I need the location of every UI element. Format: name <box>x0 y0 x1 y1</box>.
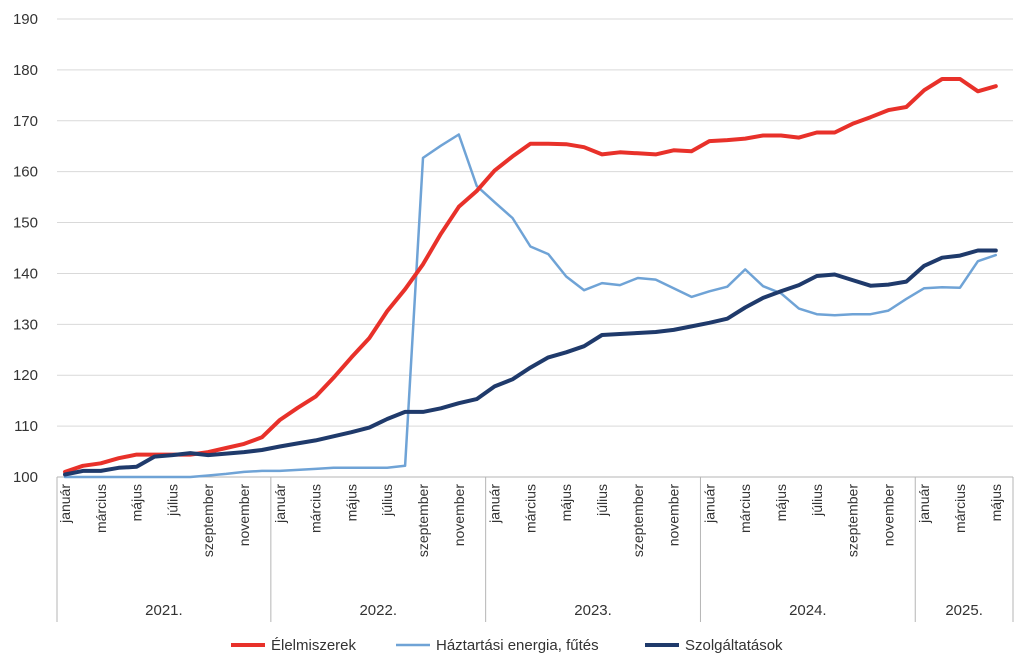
y-tick-label: 110 <box>14 418 38 435</box>
x-tick-label: július <box>164 484 180 517</box>
y-tick-label: 180 <box>13 62 38 79</box>
y-tick-label: 190 <box>13 11 38 28</box>
legend-label-0: Élelmiszerek <box>271 637 357 654</box>
y-tick-label: 120 <box>13 367 38 384</box>
y-tick-label: 160 <box>13 164 38 181</box>
x-tick-label: november <box>236 484 252 547</box>
y-axis-ticks: 100 110 120 130 140 150 160 170 180 190 <box>13 11 38 486</box>
x-tick-label: szeptember <box>845 484 861 557</box>
x-tick-label: március <box>308 484 324 533</box>
x-tick-label: március <box>93 484 109 533</box>
x-tick-label: január <box>57 484 73 524</box>
series-line-1 <box>63 133 998 479</box>
x-tick-label: január <box>487 484 503 524</box>
x-tick-label: szeptember <box>415 484 431 557</box>
x-tick-label: január <box>701 484 717 524</box>
x-tick-label: július <box>594 484 610 517</box>
y-tick-label: 140 <box>13 265 38 282</box>
x-tick-label: november <box>880 484 896 547</box>
x-tick-label: szeptember <box>630 484 646 557</box>
y-tick-label: 100 <box>13 469 38 486</box>
x-tick-label: július <box>809 484 825 517</box>
x-tick-label: január <box>272 484 288 524</box>
x-tick-label: november <box>666 484 682 547</box>
series-line-0 <box>63 77 998 474</box>
x-tick-label: március <box>522 484 538 533</box>
gridlines <box>57 18 1013 478</box>
x-tick-label: március <box>952 484 968 533</box>
x-tick-label: május <box>773 484 789 521</box>
x-tick-label: március <box>737 484 753 533</box>
x-tick-label: május <box>988 484 1004 521</box>
year-label: 2025. <box>945 602 983 619</box>
year-label: 2023. <box>574 602 612 619</box>
year-label: 2024. <box>789 602 827 619</box>
series-lines <box>63 77 998 479</box>
legend-label-1: Háztartási energia, fűtés <box>436 637 599 654</box>
series-line-2 <box>63 248 998 477</box>
x-tick-label: július <box>379 484 395 517</box>
x-tick-label: május <box>558 484 574 521</box>
x-tick-label: szeptember <box>200 484 216 557</box>
y-tick-label: 150 <box>13 215 38 232</box>
x-tick-label: május <box>343 484 359 521</box>
year-label: 2021. <box>145 602 183 619</box>
legend: Élelmiszerek Háztartási energia, fűtés Szo… <box>231 637 783 654</box>
x-tick-label: május <box>129 484 145 521</box>
x-tick-label: január <box>916 484 932 524</box>
y-tick-label: 170 <box>13 113 38 130</box>
legend-label-2: Szolgáltatások <box>685 637 783 654</box>
y-tick-label: 130 <box>13 316 38 333</box>
x-tick-label: november <box>451 484 467 547</box>
year-label: 2022. <box>359 602 397 619</box>
x-axis: 2021. 2022. 2023. 2024. 2025. január március má… <box>56 477 1014 622</box>
